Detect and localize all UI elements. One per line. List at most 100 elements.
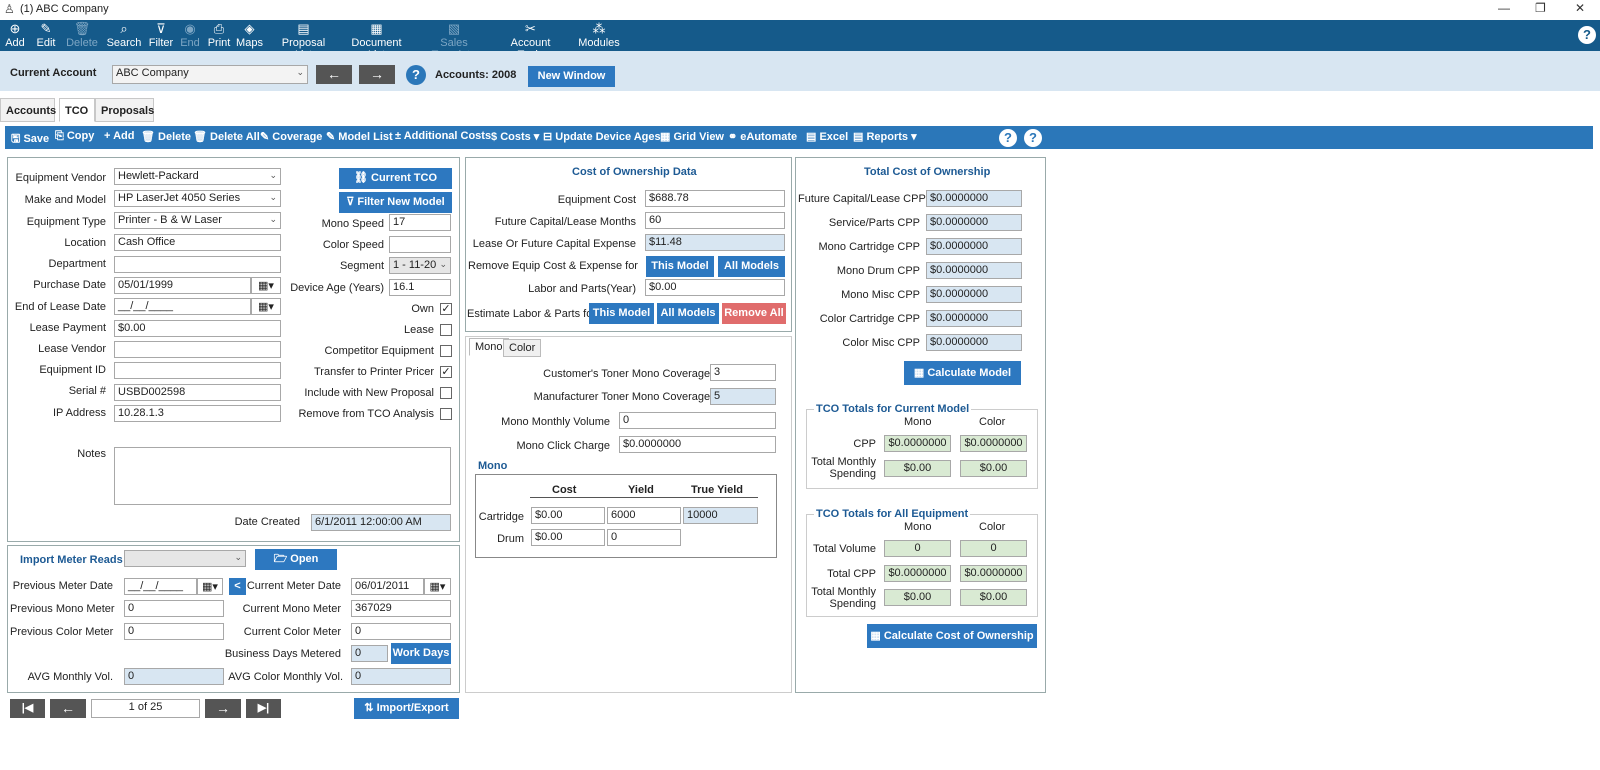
save-button[interactable]: 🖫 Save bbox=[11, 133, 50, 145]
device-age-field[interactable]: 16.1 bbox=[389, 279, 451, 296]
add-button[interactable]: + Add bbox=[104, 130, 135, 142]
equipment-id-field[interactable] bbox=[114, 362, 281, 379]
toolbar-search-button[interactable]: ⌕ Search bbox=[106, 21, 142, 49]
type-select[interactable]: Printer - B & W Laser ⌄ bbox=[114, 212, 281, 229]
labor-parts-field[interactable]: $0.00 bbox=[645, 279, 785, 296]
toolbar-end-button[interactable]: ◉ End bbox=[180, 21, 200, 49]
toolbar-modules-button[interactable]: ⁂ Modules bbox=[578, 21, 620, 49]
current-tco-button[interactable]: ⛓ Current TCO bbox=[339, 168, 452, 189]
click-charge-field[interactable]: $0.0000000 bbox=[619, 436, 776, 453]
remove-all-button[interactable]: Remove All bbox=[722, 303, 786, 324]
cartridge-yield-field[interactable]: 6000 bbox=[607, 507, 681, 524]
estimate-all-models-button[interactable]: All Models bbox=[657, 303, 719, 324]
toolbar-document-list-button[interactable]: ▦Document List bbox=[342, 21, 411, 61]
lease-checkbox[interactable] bbox=[440, 324, 452, 336]
vendor-select[interactable]: Hewlett-Packard ⌄ bbox=[114, 168, 281, 185]
filter-new-model-button[interactable]: ⊽ Filter New Model bbox=[339, 192, 452, 213]
department-field[interactable] bbox=[114, 256, 281, 273]
toolbar-add-button[interactable]: ⊕ Add bbox=[5, 21, 25, 49]
restore-button[interactable]: ❐ bbox=[1535, 1, 1546, 15]
calendar-icon[interactable]: ▦▾ bbox=[251, 277, 281, 294]
serial-field[interactable]: USBD002598 bbox=[114, 384, 281, 401]
coverage-button[interactable]: ✎ Coverage bbox=[260, 131, 323, 143]
toolbar-sales-template-button[interactable]: ▧Sales Template bbox=[418, 21, 490, 61]
model-select[interactable]: HP LaserJet 4050 Series ⌄ bbox=[114, 190, 281, 207]
remove-this-model-button[interactable]: This Model bbox=[646, 256, 714, 277]
update-device-ages-button[interactable]: ⊟ Update Device Ages bbox=[543, 131, 661, 143]
remove-all-models-button[interactable]: All Models bbox=[718, 256, 785, 277]
transfer-checkbox[interactable]: ✓ bbox=[440, 366, 452, 378]
ip-field[interactable]: 10.28.1.3 bbox=[114, 405, 281, 422]
tab-mono[interactable]: Mono bbox=[469, 338, 509, 356]
lease-vendor-field[interactable] bbox=[114, 341, 281, 358]
grid-view-button[interactable]: ▦ Grid View bbox=[660, 131, 724, 143]
previous-account-button[interactable]: ← bbox=[316, 65, 352, 84]
copy-button[interactable]: ⎘ Copy bbox=[55, 130, 95, 142]
lease-payment-field[interactable]: $0.00 bbox=[114, 320, 281, 337]
prev-meter-date-field[interactable]: __/__/____ bbox=[124, 578, 197, 595]
toolbar-print-button[interactable]: ⎙ Print bbox=[207, 21, 231, 49]
tab-color[interactable]: Color bbox=[503, 339, 542, 357]
prev-color-field[interactable]: 0 bbox=[124, 623, 224, 640]
cur-meter-date-field[interactable]: 06/01/2011 bbox=[351, 578, 424, 595]
equip-cost-field[interactable]: $688.78 bbox=[645, 190, 785, 207]
toolbar-edit-button[interactable]: ✎ Edit bbox=[34, 21, 58, 51]
notes-field[interactable] bbox=[114, 447, 451, 505]
cur-color-field[interactable]: 0 bbox=[351, 623, 451, 640]
include-checkbox[interactable] bbox=[440, 387, 452, 399]
mono-speed-field[interactable]: 17 bbox=[389, 214, 451, 231]
lease-months-field[interactable]: 60 bbox=[645, 212, 785, 229]
new-window-button[interactable]: New Window bbox=[528, 66, 615, 87]
toolbar-proposal-list-button[interactable]: ▤Proposal List bbox=[272, 21, 335, 61]
copy-meter-arrow-button[interactable]: < bbox=[229, 578, 246, 595]
toolbar-maps-button[interactable]: ◈ Maps bbox=[236, 21, 263, 49]
estimate-this-model-button[interactable]: This Model bbox=[589, 303, 654, 324]
cur-mono-field[interactable]: 367029 bbox=[351, 600, 451, 617]
open-button[interactable]: 🗁 Open bbox=[255, 549, 337, 570]
eautomate-button[interactable]: ⚭ eAutomate bbox=[728, 131, 798, 143]
calendar-icon[interactable]: ▦▾ bbox=[424, 578, 451, 595]
minimize-button[interactable]: — bbox=[1498, 1, 1510, 15]
costs-button[interactable]: $ Costs ▾ bbox=[491, 131, 540, 143]
current-account-select[interactable]: ABC Company ⌄ bbox=[112, 65, 308, 84]
drum-yield-field[interactable]: 0 bbox=[607, 529, 681, 546]
customer-coverage-field[interactable]: 3 bbox=[710, 364, 776, 381]
additional-costs-button[interactable]: ± Additional Costs bbox=[395, 130, 492, 142]
delete-button[interactable]: 🗑 Delete bbox=[141, 131, 192, 143]
toolbar-account-tools-button[interactable]: ✂Account Tools bbox=[498, 21, 563, 61]
help-icon[interactable]: ? bbox=[1024, 129, 1042, 147]
prev-record-button[interactable]: ← bbox=[50, 699, 86, 718]
calculate-model-button[interactable]: ▦ Calculate Model bbox=[904, 361, 1021, 385]
purchase-date-field[interactable]: 05/01/1999 bbox=[114, 277, 251, 294]
tab-proposals[interactable]: Proposals bbox=[95, 98, 154, 122]
last-record-button[interactable]: ▶| bbox=[246, 699, 281, 718]
location-field[interactable]: Cash Office bbox=[114, 234, 281, 251]
tab-tco[interactable]: TCO bbox=[59, 98, 95, 122]
cartridge-cost-field[interactable]: $0.00 bbox=[531, 507, 605, 524]
work-days-button[interactable]: Work Days bbox=[391, 643, 451, 664]
prev-mono-field[interactable]: 0 bbox=[124, 600, 224, 617]
own-checkbox[interactable]: ✓ bbox=[440, 303, 452, 315]
import-meter-select[interactable]: ⌄ bbox=[124, 550, 246, 567]
account-help-icon[interactable]: ? bbox=[406, 65, 426, 85]
model-list-button[interactable]: ✎ Model List bbox=[326, 131, 393, 143]
competitor-checkbox[interactable] bbox=[440, 345, 452, 357]
next-account-button[interactable]: → bbox=[359, 65, 395, 84]
remove-tco-checkbox[interactable] bbox=[440, 408, 452, 420]
close-button[interactable]: ✕ bbox=[1575, 1, 1586, 15]
calculate-cost-button[interactable]: ▦ Calculate Cost of Ownership bbox=[867, 624, 1037, 648]
delete-all-button[interactable]: 🗑 Delete All bbox=[193, 131, 260, 143]
lease-end-field[interactable]: __/__/____ bbox=[114, 298, 251, 315]
segment-select[interactable]: 1 - 11-20 ⌄ bbox=[389, 257, 451, 274]
reports-button[interactable]: ▤ Reports ▾ bbox=[853, 131, 917, 143]
help-icon[interactable]: ? bbox=[1578, 26, 1596, 44]
first-record-button[interactable]: |◀ bbox=[10, 699, 45, 718]
calendar-icon[interactable]: ▦▾ bbox=[197, 578, 223, 595]
import-export-button[interactable]: ⇅ Import/Export bbox=[354, 698, 459, 719]
help-icon[interactable]: ? bbox=[999, 129, 1017, 147]
mono-volume-field[interactable]: 0 bbox=[619, 412, 776, 429]
tab-accounts[interactable]: Accounts bbox=[0, 98, 56, 122]
drum-cost-field[interactable]: $0.00 bbox=[531, 529, 605, 546]
color-speed-field[interactable] bbox=[389, 236, 451, 253]
excel-button[interactable]: ▤ Excel bbox=[806, 131, 849, 143]
